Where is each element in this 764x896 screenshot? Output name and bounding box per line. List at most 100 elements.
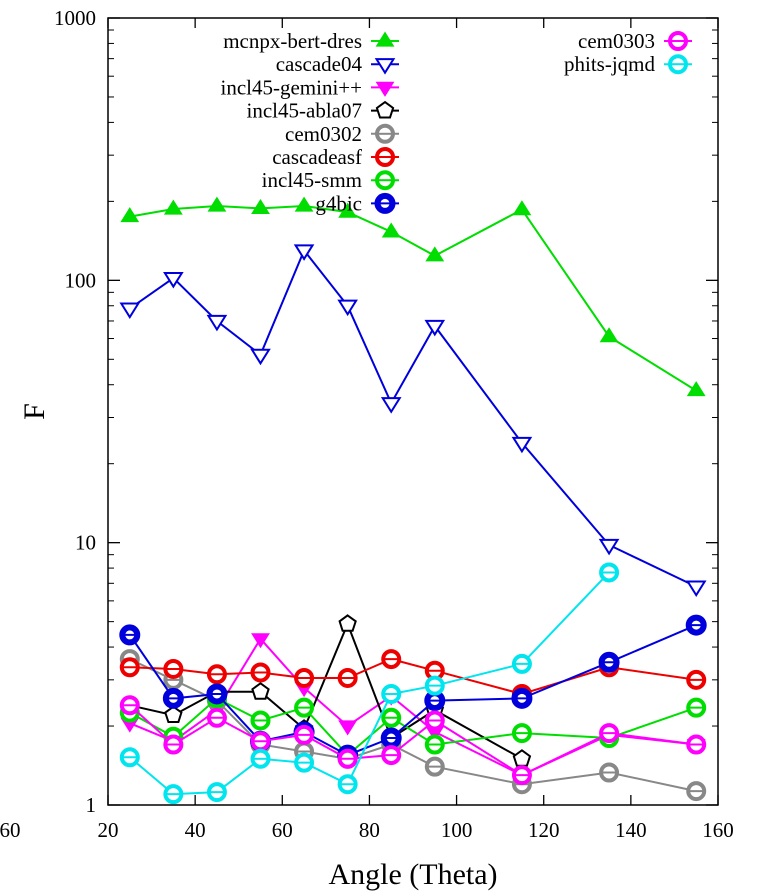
data-point <box>686 381 706 397</box>
marker-shape <box>511 436 533 454</box>
marker-shape <box>294 196 314 212</box>
data-point <box>163 734 184 755</box>
data-point <box>206 314 228 332</box>
data-point <box>206 707 227 728</box>
data-point <box>686 697 707 718</box>
data-point <box>251 633 270 649</box>
data-point <box>294 196 314 212</box>
marker-shape <box>207 196 227 212</box>
legend-label: cem0303 <box>578 29 655 53</box>
data-point <box>425 246 445 262</box>
data-point <box>207 196 227 212</box>
x-tick-label: 80 <box>359 818 380 842</box>
legend-label: cem0302 <box>285 122 362 146</box>
legend-entry-g4bic: g4bic <box>315 191 399 215</box>
legend-entry-mcnpx-bert-dres: mcnpx-bert-dres <box>223 29 399 53</box>
marker-shape <box>599 327 619 343</box>
data-point <box>686 781 707 802</box>
marker-shape <box>685 580 707 597</box>
data-point <box>163 271 184 289</box>
x-tick-label: 160 <box>702 818 734 842</box>
series-phits-jqmd <box>119 562 620 805</box>
data-point <box>511 723 532 744</box>
data-point <box>511 653 532 674</box>
data-point <box>250 662 271 683</box>
legend-label: incl45-gemini++ <box>221 75 363 99</box>
data-point <box>119 624 141 646</box>
series-cem0303 <box>119 695 707 786</box>
legend-entry-incl45-gemini++: incl45-gemini++ <box>221 75 399 99</box>
data-point <box>381 683 402 704</box>
data-point <box>599 723 620 744</box>
data-point <box>119 657 140 678</box>
x-tick-label: 140 <box>615 818 647 842</box>
legend-marker <box>375 170 395 191</box>
data-point <box>162 687 184 709</box>
legend-label: cascade04 <box>276 52 363 76</box>
series-mcnpx-bert-dres <box>120 196 706 397</box>
data-point <box>686 734 707 755</box>
marker-shape <box>380 397 402 414</box>
data-point <box>337 299 358 317</box>
data-point <box>380 397 402 414</box>
marker-shape <box>206 314 228 332</box>
data-point <box>119 747 140 768</box>
legend-marker <box>375 123 395 144</box>
data-point <box>206 683 228 705</box>
x-tick-label: 120 <box>528 818 560 842</box>
data-point <box>251 198 270 215</box>
plot-frame <box>107 17 719 806</box>
marker-shape <box>250 348 271 366</box>
legend-label: phits-jqmd <box>564 52 656 76</box>
y-axis-title: F <box>18 403 51 420</box>
legend-label: g4bic <box>315 191 362 215</box>
x-tick-label: 20 <box>98 818 119 842</box>
y-tick-label: 1 <box>86 793 97 817</box>
y-tick-label: 10 <box>75 531 96 555</box>
legend-entry-incl45-smm: incl45-smm <box>262 168 399 192</box>
data-point <box>380 727 402 749</box>
data-point <box>512 200 532 216</box>
series-cascade04 <box>119 244 707 597</box>
legend-marker <box>668 54 688 75</box>
data-point <box>338 202 358 218</box>
data-point <box>381 649 402 670</box>
marker-shape <box>424 319 446 337</box>
data-point <box>512 749 532 767</box>
marker-shape <box>381 222 401 238</box>
series-line <box>129 248 697 588</box>
x-axis-title: Angle (Theta) <box>328 858 497 891</box>
data-point <box>685 614 707 636</box>
data-point <box>294 724 315 745</box>
marker-shape <box>374 58 396 75</box>
data-point <box>120 207 140 223</box>
data-point <box>119 695 140 716</box>
legend-marker <box>375 31 395 47</box>
marker-shape <box>338 720 358 736</box>
legend-entry-cascadeasf: cascadeasf <box>272 145 399 169</box>
marker-shape <box>164 705 183 723</box>
legend-label: mcnpx-bert-dres <box>223 29 362 53</box>
series-layer <box>119 196 707 805</box>
marker-shape <box>163 199 183 215</box>
legend-entry-phits-jqmd: phits-jqmd <box>564 52 692 76</box>
data-point <box>294 697 315 718</box>
series-incl45-smm <box>119 688 707 766</box>
series-line <box>129 571 610 796</box>
legend-marker <box>375 81 395 97</box>
data-point <box>250 748 271 769</box>
x-tick-label: 100 <box>441 818 473 842</box>
data-point <box>599 562 620 583</box>
data-point <box>251 682 270 700</box>
marker-shape <box>512 200 532 216</box>
marker-shape <box>337 299 358 317</box>
data-point <box>250 710 271 731</box>
data-point <box>163 658 184 679</box>
marker-shape <box>163 271 184 289</box>
data-point <box>381 222 401 238</box>
data-point <box>250 731 271 752</box>
legend-marker <box>374 192 396 214</box>
data-point <box>250 348 271 366</box>
